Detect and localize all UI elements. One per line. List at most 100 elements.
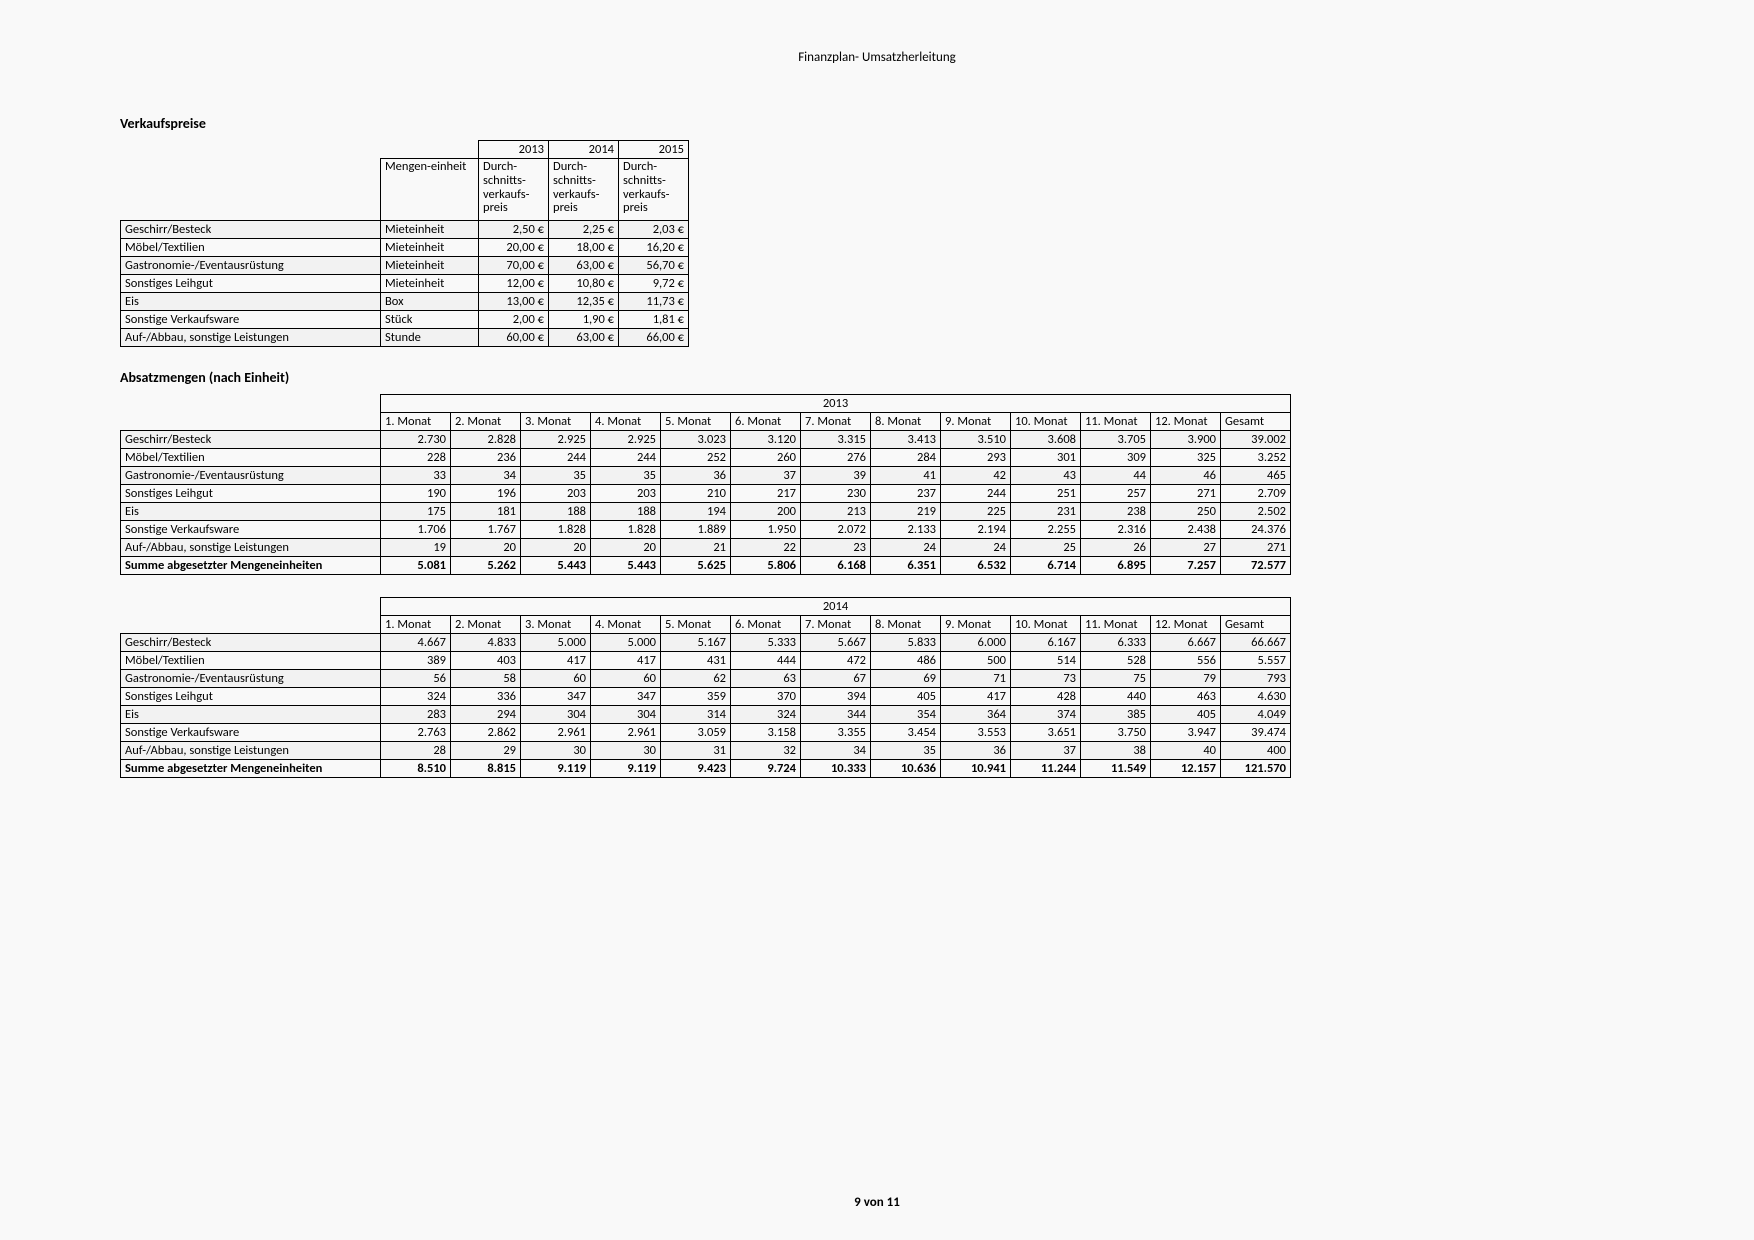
qty-month-header: 10. Monat bbox=[1011, 616, 1081, 634]
qty-cell: 40 bbox=[1151, 742, 1221, 760]
prices-cell: 66,00 € bbox=[619, 329, 689, 347]
qty-cell: 2.828 bbox=[451, 431, 521, 449]
qty-month-row: 1. Monat2. Monat3. Monat4. Monat5. Monat… bbox=[121, 616, 1291, 634]
qty-year-header: 2014 bbox=[381, 598, 1291, 616]
qty-cell: 431 bbox=[661, 652, 731, 670]
qty-cell: 336 bbox=[451, 688, 521, 706]
qty-cell: 30 bbox=[591, 742, 661, 760]
qty-cell: 24 bbox=[871, 539, 941, 557]
qty-month-header: 1. Monat bbox=[381, 616, 451, 634]
qty-cell: 2.862 bbox=[451, 724, 521, 742]
qty-cell: 23 bbox=[801, 539, 871, 557]
prices-cell: 20,00 € bbox=[479, 239, 549, 257]
prices-table-wrap: 2013 2014 2015 Mengen-einheit Durch-schn… bbox=[120, 140, 1634, 347]
qty-month-header: 9. Monat bbox=[941, 413, 1011, 431]
qty-row: Sonstige Verkaufsware2.7632.8622.9612.96… bbox=[121, 724, 1291, 742]
qty-row: Gastronomie-/Eventausrüstung565860606263… bbox=[121, 670, 1291, 688]
document-title: Finanzplan- Umsatzherleitung bbox=[120, 50, 1634, 65]
qty-month-header: 6. Monat bbox=[731, 616, 801, 634]
qty-cell: 29 bbox=[451, 742, 521, 760]
qty-month-row: 1. Monat2. Monat3. Monat4. Monat5. Monat… bbox=[121, 413, 1291, 431]
qty-cell: 370 bbox=[731, 688, 801, 706]
qty-year-header: 2013 bbox=[381, 395, 1291, 413]
prices-row-unit: Mieteinheit bbox=[381, 221, 479, 239]
qty-cell: 20 bbox=[591, 539, 661, 557]
qty-cell: 203 bbox=[591, 485, 661, 503]
qty-cell: 6.167 bbox=[1011, 634, 1081, 652]
prices-table: 2013 2014 2015 Mengen-einheit Durch-schn… bbox=[120, 140, 689, 347]
qty-row: Geschirr/Besteck2.7302.8282.9252.9253.02… bbox=[121, 431, 1291, 449]
qty-cell: 46 bbox=[1151, 467, 1221, 485]
qty-cell: 463 bbox=[1151, 688, 1221, 706]
qty-cell: 19 bbox=[381, 539, 451, 557]
qty-cell: 35 bbox=[871, 742, 941, 760]
qty-cell: 301 bbox=[1011, 449, 1081, 467]
qty-month-header: 5. Monat bbox=[661, 616, 731, 634]
qty-cell: 200 bbox=[731, 503, 801, 521]
prices-cell: 11,73 € bbox=[619, 293, 689, 311]
qty-cell: 39.474 bbox=[1221, 724, 1291, 742]
prices-row-label: Sonstige Verkaufsware bbox=[121, 311, 381, 329]
qty-cell: 793 bbox=[1221, 670, 1291, 688]
qty-row: Auf-/Abbau, sonstige Leistungen282930303… bbox=[121, 742, 1291, 760]
qty-cell: 500 bbox=[941, 652, 1011, 670]
qty-cell: 60 bbox=[521, 670, 591, 688]
qty-month-header: 1. Monat bbox=[381, 413, 451, 431]
qty-cell: 60 bbox=[591, 670, 661, 688]
prices-avg-2013: Durch-schnitts-verkaufs-preis bbox=[479, 159, 549, 221]
page: Finanzplan- Umsatzherleitung Verkaufspre… bbox=[0, 0, 1754, 1240]
qty-cell: 6.000 bbox=[941, 634, 1011, 652]
qty-month-header: 9. Monat bbox=[941, 616, 1011, 634]
prices-year-2013: 2013 bbox=[479, 141, 549, 159]
qty-cell: 2.438 bbox=[1151, 521, 1221, 539]
section-title-prices: Verkaufspreise bbox=[120, 115, 1634, 132]
qty-cell: 2.925 bbox=[591, 431, 661, 449]
qty-cell: 486 bbox=[871, 652, 941, 670]
qty-row: Möbel/Textilien2282362442442522602762842… bbox=[121, 449, 1291, 467]
prices-cell: 18,00 € bbox=[549, 239, 619, 257]
prices-row-label: Sonstiges Leihgut bbox=[121, 275, 381, 293]
qty-sum-cell: 11.549 bbox=[1081, 760, 1151, 778]
qty-cell: 472 bbox=[801, 652, 871, 670]
qty-cell: 354 bbox=[871, 706, 941, 724]
qty-sum-cell: 5.806 bbox=[731, 557, 801, 575]
qty-cell: 6.333 bbox=[1081, 634, 1151, 652]
qty-cell: 3.158 bbox=[731, 724, 801, 742]
qty-cell: 236 bbox=[451, 449, 521, 467]
qty-cell: 344 bbox=[801, 706, 871, 724]
qty-row-label: Sonstiges Leihgut bbox=[121, 688, 381, 706]
qty-sum-cell: 12.157 bbox=[1151, 760, 1221, 778]
qty-cell: 385 bbox=[1081, 706, 1151, 724]
qty-month-header: 12. Monat bbox=[1151, 413, 1221, 431]
qty-cell: 3.023 bbox=[661, 431, 731, 449]
qty-sum-cell: 8.815 bbox=[451, 760, 521, 778]
prices-cell: 1,81 € bbox=[619, 311, 689, 329]
qty-cell: 1.828 bbox=[521, 521, 591, 539]
qty-cell: 1.767 bbox=[451, 521, 521, 539]
qty-cell: 33 bbox=[381, 467, 451, 485]
qty-cell: 359 bbox=[661, 688, 731, 706]
prices-row: Möbel/TextilienMieteinheit20,00 €18,00 €… bbox=[121, 239, 689, 257]
prices-cell: 1,90 € bbox=[549, 311, 619, 329]
qty-month-header: 7. Monat bbox=[801, 616, 871, 634]
qty-cell: 2.255 bbox=[1011, 521, 1081, 539]
qty-month-header: 12. Monat bbox=[1151, 616, 1221, 634]
qty-month-header: 3. Monat bbox=[521, 413, 591, 431]
qty-cell: 1.889 bbox=[661, 521, 731, 539]
qty-cell: 324 bbox=[381, 688, 451, 706]
qty-cell: 271 bbox=[1221, 539, 1291, 557]
prices-row-unit: Mieteinheit bbox=[381, 239, 479, 257]
qty-cell: 405 bbox=[871, 688, 941, 706]
qty-cell: 2.194 bbox=[941, 521, 1011, 539]
qty-cell: 237 bbox=[871, 485, 941, 503]
qty-cell: 304 bbox=[521, 706, 591, 724]
qty-cell: 188 bbox=[521, 503, 591, 521]
qty-cell: 2.925 bbox=[521, 431, 591, 449]
qty-cell: 3.705 bbox=[1081, 431, 1151, 449]
qty-sum-cell: 10.333 bbox=[801, 760, 871, 778]
page-footer: 9 von 11 bbox=[0, 1195, 1754, 1210]
qty-sum-cell: 6.168 bbox=[801, 557, 871, 575]
qty-row: Sonstiges Leihgut19019620320321021723023… bbox=[121, 485, 1291, 503]
qty-sum-cell: 9.119 bbox=[521, 760, 591, 778]
prices-row-label: Gastronomie-/Eventausrüstung bbox=[121, 257, 381, 275]
